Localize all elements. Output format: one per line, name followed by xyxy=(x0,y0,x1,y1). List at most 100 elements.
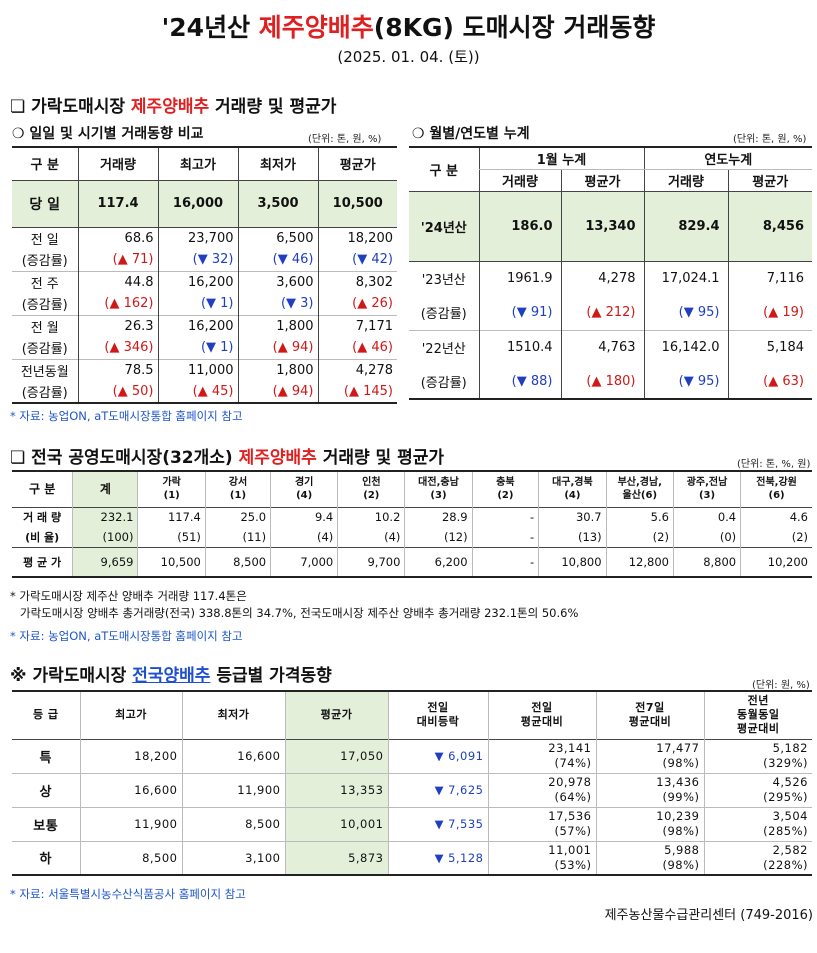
grade-lastyear-avg: 4,526 (295%) xyxy=(703,773,812,807)
section2-unit: (단위: 톤, %, 원) xyxy=(737,459,811,470)
change-rate: (▲ 71) xyxy=(77,249,158,271)
cum-current-value: 13,340 xyxy=(560,191,644,261)
grade-diff: ▼ 7,625 xyxy=(387,773,488,807)
national-value: 25.0 xyxy=(204,507,271,527)
compare-value: 11,000 xyxy=(157,359,238,381)
compare-value: 23,700 xyxy=(157,227,238,249)
cum-subheader: 거래량 xyxy=(478,169,561,191)
grade-min: 3,100 xyxy=(181,841,285,875)
cum-change-rate: (▼ 88) xyxy=(478,365,561,399)
section2-source: * 자료: 농업ON, aT도매시장통합 홈페이지 참고 xyxy=(10,629,243,643)
national-header-cell: 가락 (1) xyxy=(137,471,206,507)
grade-lastyear-avg-percent: (295%) xyxy=(763,790,808,804)
grade-prev-avg: 11,001 (53%) xyxy=(487,841,596,875)
section1-heading-post: 거래량 및 평균가 xyxy=(209,97,337,117)
cum-current-value: 186.0 xyxy=(478,191,561,261)
national-value: 10,200 xyxy=(740,547,812,577)
compare-value: 7,171 xyxy=(317,315,397,337)
grade-prev7-avg-percent: (98%) xyxy=(662,857,700,872)
compare-value: 16,200 xyxy=(157,271,238,293)
today-value: 117.4 xyxy=(77,180,158,227)
national-header-cell: 계 xyxy=(72,471,138,507)
daily-unit: (단위: 톤, 원, %) xyxy=(308,134,382,145)
daily-header-cell: 최저가 xyxy=(237,147,318,180)
grade-header-cell: 전일 평균대비 xyxy=(487,691,596,739)
cum-subheader: 거래량 xyxy=(643,169,728,191)
daily-header-cell: 평균가 xyxy=(317,147,397,180)
grade-lastyear-avg: 3,504 (285%) xyxy=(703,807,812,841)
cum-change-rate: (▲ 19) xyxy=(727,296,812,330)
national-header-cell: 대구,경북 (4) xyxy=(538,471,607,507)
national-header-cell: 대전,충남 (3) xyxy=(404,471,473,507)
cum-year-value: 7,116 xyxy=(727,261,812,296)
section3-source: * 자료: 서울특별시농수산식품공사 홈페이지 참고 xyxy=(10,887,246,901)
section2-heading-post: 거래량 및 평균가 xyxy=(316,448,445,468)
cum-change-label: (증감률) xyxy=(420,376,467,391)
daily-header-cell: 최고가 xyxy=(157,147,238,180)
cum-year-row: '22년산 1510.4 4,763 16,142.0 5,184 xyxy=(409,330,812,365)
national-value: (4) xyxy=(337,527,405,547)
grade-prev-avg: 17,536 (57%) xyxy=(487,807,596,841)
grade-max: 11,900 xyxy=(79,807,182,841)
cum-year-label: '23년산 xyxy=(421,273,466,289)
section1-source: * 자료: 농업ON, aT도매시장통합 홈페이지 참고 xyxy=(10,409,243,423)
national-value: 8,800 xyxy=(672,547,741,577)
grade-avg: 10,001 xyxy=(284,807,388,841)
grade-prev-avg-percent: (64%) xyxy=(554,790,592,804)
change-rate: (▲ 46) xyxy=(317,337,397,359)
cumulative-subheading: ❍ 월별/연도별 누계 xyxy=(412,126,530,142)
cum-change-label: (증감률) xyxy=(420,307,467,323)
cum-change-rate: (▼ 95) xyxy=(643,296,728,330)
national-value: 7,000 xyxy=(270,547,338,577)
grade-avg: 17,050 xyxy=(284,739,388,773)
grade-label: 보통 xyxy=(33,818,59,834)
national-value: - xyxy=(471,507,539,527)
cumulative-unit: (단위: 톤, 원, %) xyxy=(733,134,807,145)
national-value: (0) xyxy=(672,527,741,547)
today-value: 10,500 xyxy=(317,180,397,227)
national-value: 10,800 xyxy=(538,547,607,577)
grade-prev-avg-value: 17,536 xyxy=(548,809,592,823)
grade-min: 8,500 xyxy=(181,807,285,841)
national-value: 232.1 xyxy=(72,507,138,527)
national-volume-row: 거 래 량 232.1 117.4 25.0 9.4 10.2 28.9-30.7 5.6 0.… xyxy=(12,507,812,527)
compare-label: 전 일 xyxy=(30,232,59,248)
national-row-label: 평 균 가 xyxy=(23,555,62,569)
national-ratio-row: (비 율) (100) (51) (11) (4) (4) (12) - (13) (2) (0)(… xyxy=(12,527,812,547)
grade-row: 보통 11,900 8,500 10,001 ▼ 7,535 17,536 (57%) 10,… xyxy=(12,807,812,841)
change-label: (증감률) xyxy=(21,298,68,314)
national-value: (2) xyxy=(605,527,674,547)
change-rate: (▼ 32) xyxy=(157,249,238,271)
daily-change-row: (증감률) (▲ 346) (▼ 1) (▲ 94) (▲ 46) xyxy=(12,337,397,359)
compare-value: 1,800 xyxy=(237,315,318,337)
national-value: 10.2 xyxy=(337,507,405,527)
cum-change-rate: (▲ 212) xyxy=(560,296,644,330)
grade-header-cell: 최저가 xyxy=(181,691,285,739)
change-rate: (▲ 346) xyxy=(77,337,158,359)
national-value: 30.7 xyxy=(538,507,607,527)
daily-header-row: 구 분 거래량 최고가 최저가 평균가 xyxy=(12,147,397,180)
grade-prev-avg-value: 20,978 xyxy=(548,775,592,789)
grade-header-cell: 평균가 xyxy=(284,691,388,739)
title-prefix: '24년산 xyxy=(161,13,259,42)
daily-compare-row: 전 일 68.6 23,700 6,500 18,200 xyxy=(12,227,397,249)
grade-header-cell: 전7일 평균대비 xyxy=(595,691,704,739)
cum-change-row: (증감률) (▼ 88) (▲ 180) (▼ 95) (▲ 63) xyxy=(409,365,812,399)
compare-value: 78.5 xyxy=(77,359,158,381)
grade-prev7-avg-value: 13,436 xyxy=(656,775,700,789)
grade-prev-avg-percent: (57%) xyxy=(554,824,592,838)
change-label: (증감률) xyxy=(21,254,68,270)
section1-heading-item: 제주양배추 xyxy=(130,97,210,117)
grade-prev7-avg-percent: (98%) xyxy=(662,824,700,838)
national-header-cell: 강서 (1) xyxy=(204,471,271,507)
grade-prev-avg: 20,978 (64%) xyxy=(487,773,596,807)
national-value: (13) xyxy=(538,527,607,547)
change-label: (증감률) xyxy=(21,342,68,358)
grade-lastyear-avg: 2,582 (228%) xyxy=(703,841,812,875)
grade-prev7-avg-value: 5,988 xyxy=(664,842,700,857)
daily-today-row: 당 일 117.4 16,000 3,500 10,500 xyxy=(12,180,397,227)
section2-note1: * 가락도매시장 제주산 양배추 거래량 117.4톤은 xyxy=(10,589,247,603)
cum-year-row: '23년산 1961.9 4,278 17,024.1 7,116 xyxy=(409,261,812,296)
national-header-cell: 충북 (2) xyxy=(471,471,539,507)
cum-change-rate: (▲ 180) xyxy=(560,365,644,399)
